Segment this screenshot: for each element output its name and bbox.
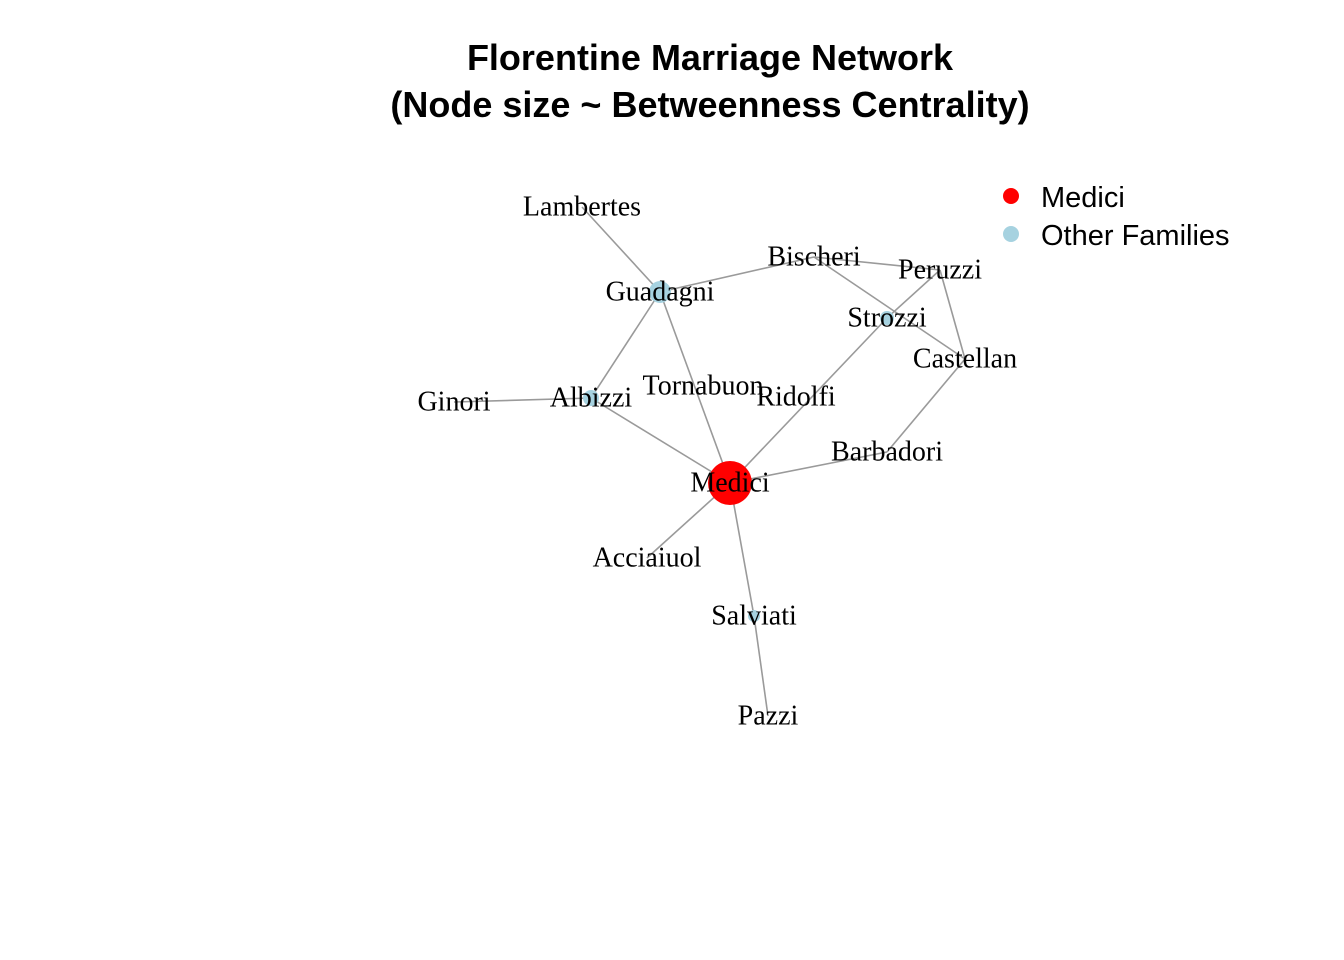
edge-albizzi-medici	[590, 397, 731, 484]
edge-bischeri-peruzzi	[813, 256, 941, 271]
node-strozzi	[880, 311, 894, 325]
chart-title: Florentine Marriage Network (Node size ~…	[0, 34, 1344, 128]
node-label-peruzzi: Peruzzi	[898, 255, 982, 286]
chart-title-line-2: (Node size ~ Betweenness Centrality)	[390, 84, 1030, 125]
edge-castellan-barbadori	[886, 358, 966, 453]
node-albizzi	[583, 390, 599, 406]
legend: Medici Other Families	[1003, 182, 1230, 252]
node-label-salviati: Salviati	[711, 601, 797, 632]
edge-salviati-pazzi	[753, 615, 769, 717]
edge-ginori-albizzi	[453, 397, 592, 403]
node-medici	[708, 461, 752, 505]
node-label-strozzi: Strozzi	[847, 303, 927, 334]
node-label-ginori: Ginori	[417, 387, 490, 418]
edge-lambertes-guadagni	[581, 206, 661, 293]
legend-marker-medici	[1003, 188, 1019, 204]
edge-guadagni-albizzi	[590, 291, 661, 399]
edge-bischeri-castellan	[813, 256, 966, 360]
node-label-acciaiuol: Acciaiuol	[593, 543, 702, 574]
node-label-barbadori: Barbadori	[831, 437, 943, 468]
node-label-lambertes: Lambertes	[523, 192, 641, 223]
node-label-bischeri: Bischeri	[767, 242, 861, 273]
legend-marker-other-families	[1003, 226, 1019, 242]
node-label-tornabuon: Tornabuon	[643, 371, 764, 402]
edge-peruzzi-castellan	[939, 269, 966, 360]
edge-barbadori-medici	[729, 451, 888, 484]
node-label-guadagni: Guadagni	[606, 277, 715, 308]
legend-label-medici: Medici	[1041, 182, 1125, 214]
edge-peruzzi-strozzi	[886, 269, 941, 319]
node-guadagni	[649, 281, 671, 303]
chart-title-line-1: Florentine Marriage Network	[466, 37, 954, 78]
edge-guadagni-medici	[659, 291, 731, 484]
node-salviati	[748, 610, 760, 622]
edges-layer	[453, 206, 966, 717]
node-label-pazzi: Pazzi	[738, 701, 799, 732]
edge-strozzi-medici	[729, 317, 888, 484]
node-label-castellan: Castellan	[913, 344, 1017, 375]
nodes-layer	[583, 281, 894, 622]
edge-medici-salviati	[729, 482, 755, 617]
node-label-albizzi: Albizzi	[550, 383, 633, 414]
legend-label-other-families: Other Families	[1041, 220, 1230, 252]
node-label-ridolfi: Ridolfi	[756, 382, 836, 413]
edge-guadagni-bischeri	[659, 256, 815, 293]
node-label-medici: Medici	[690, 468, 770, 499]
labels-layer: Lambertes Guadagni Bischeri Peruzzi Strozzi C…	[417, 192, 1017, 732]
